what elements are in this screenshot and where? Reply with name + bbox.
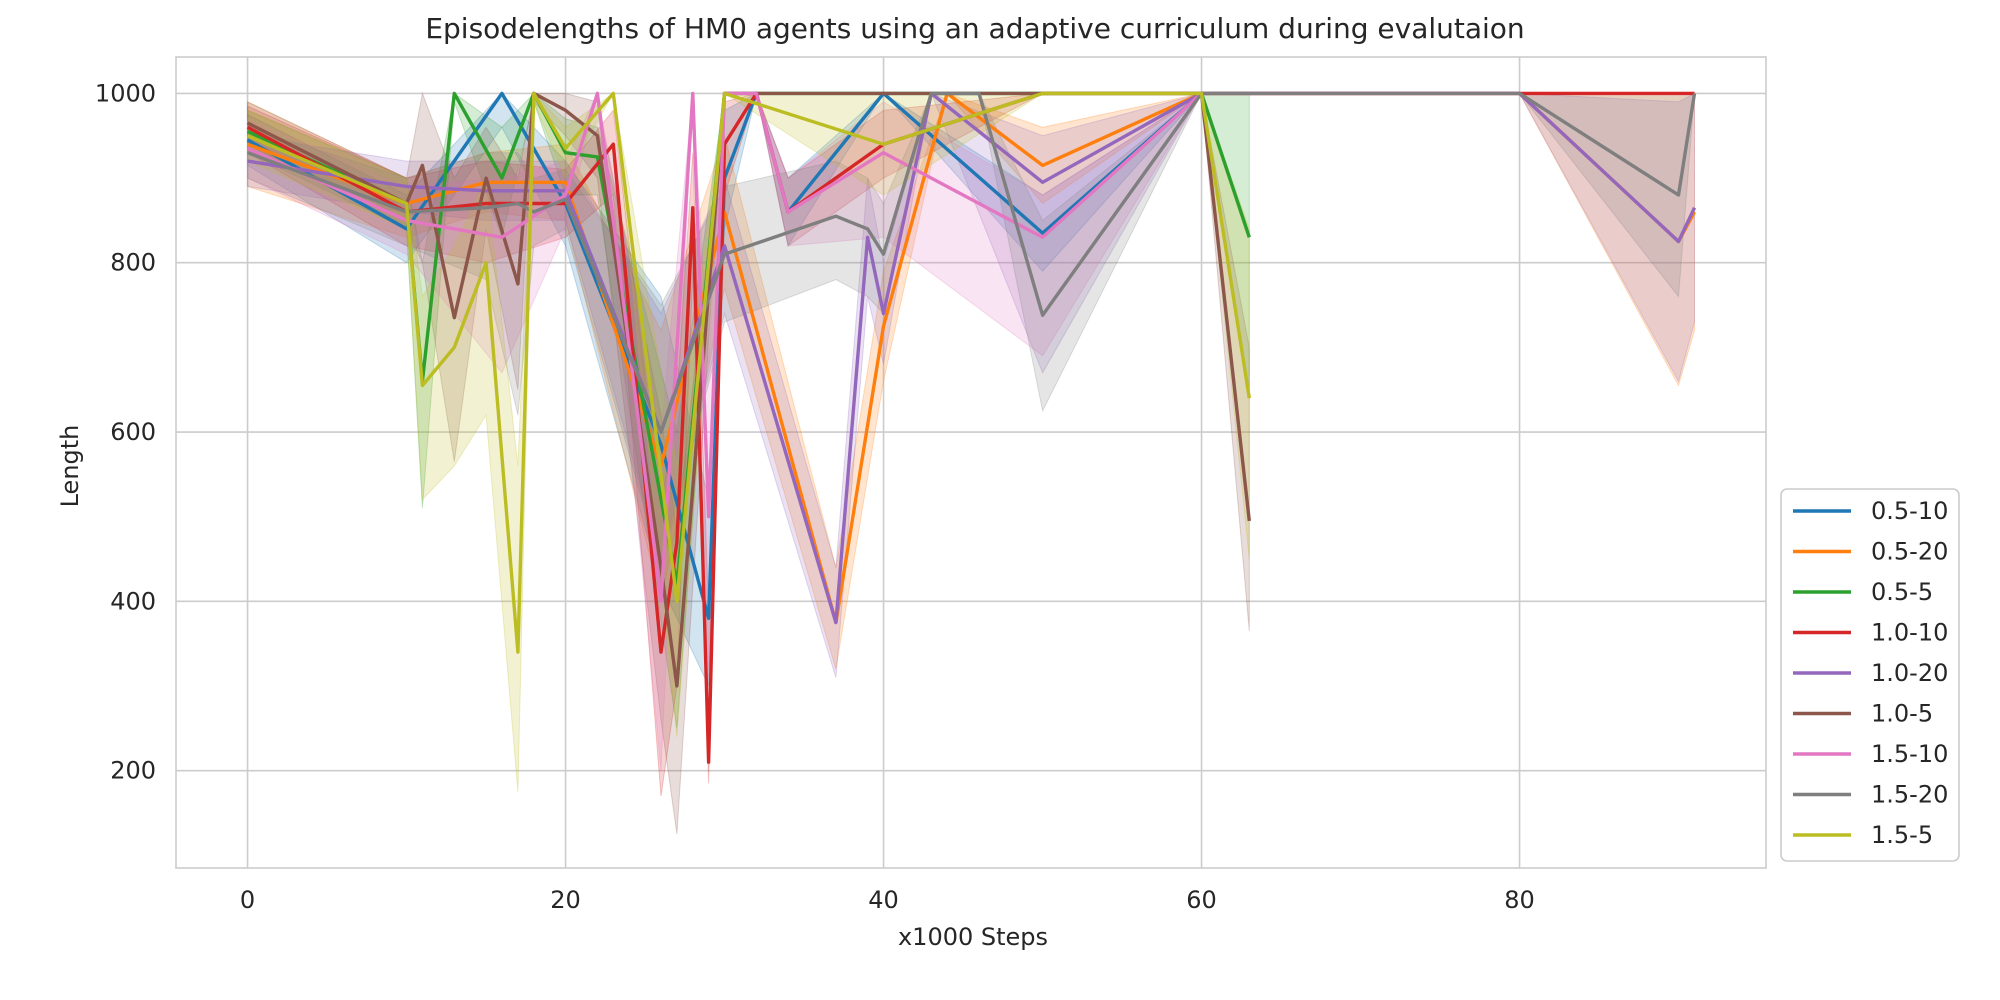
series-lines <box>246 91 1697 764</box>
legend-label: 0.5-10 <box>1871 497 1948 525</box>
tick-labels: 0 20 40 60 80 200 400 600 800 1000 <box>95 79 1535 914</box>
y-tick-label: 1000 <box>95 79 156 107</box>
legend-label: 0.5-20 <box>1871 538 1948 566</box>
line-1.5-5 <box>246 91 1251 654</box>
chart-title: Episodelengths of HM0 agents using an ad… <box>425 12 1524 45</box>
legend-label: 1.5-5 <box>1871 821 1933 849</box>
legend-label: 1.0-20 <box>1871 659 1948 687</box>
y-tick-label: 600 <box>110 418 156 446</box>
plot-frame <box>175 56 1767 869</box>
x-axis-label: x1000 Steps <box>898 923 1048 951</box>
x-tick-label: 0 <box>240 886 255 914</box>
legend-label: 1.0-5 <box>1871 700 1933 728</box>
line-1.5-10 <box>246 91 1203 603</box>
y-tick-label: 800 <box>110 249 156 277</box>
legend-label: 0.5-5 <box>1871 578 1933 606</box>
legend-label: 1.0-10 <box>1871 619 1948 647</box>
band-1.5-20 <box>247 92 1696 570</box>
y-axis-label: Length <box>56 425 84 508</box>
line-1.5-20 <box>247 91 1697 434</box>
legend-box <box>1780 488 1960 862</box>
y-tick-label: 200 <box>110 757 156 785</box>
legend-label: 1.5-20 <box>1871 781 1948 809</box>
x-tick-label: 20 <box>550 886 581 914</box>
band-1.0-20 <box>247 91 1695 678</box>
y-tick-label: 400 <box>110 587 156 615</box>
legend-label: 1.5-10 <box>1871 740 1948 768</box>
x-tick-label: 60 <box>1186 886 1217 914</box>
x-tick-label: 80 <box>1504 886 1535 914</box>
band-1.5-5 <box>247 91 1250 792</box>
legend: 0.5-10 0.5-20 0.5-5 1.0-10 1.0-20 1.0-5 1.5-10… <box>1780 488 1960 862</box>
x-tick-label: 40 <box>868 886 899 914</box>
